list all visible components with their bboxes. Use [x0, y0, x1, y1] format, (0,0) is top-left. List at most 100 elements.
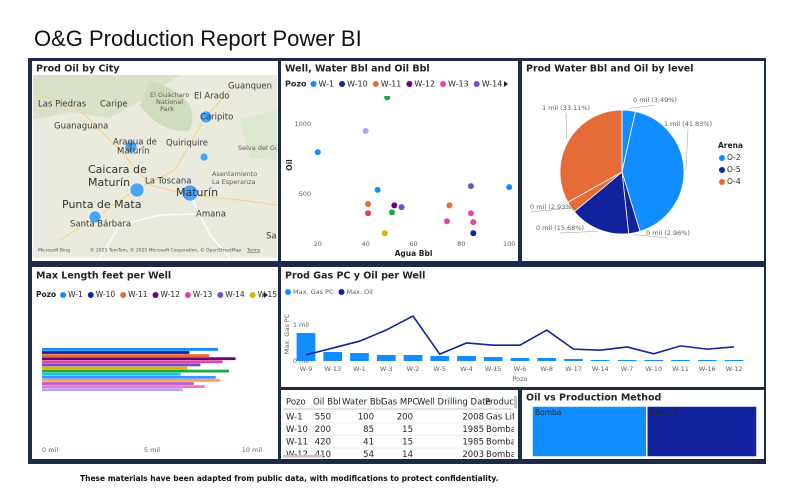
scatter-point[interactable] — [467, 183, 474, 190]
treemap-tile[interactable] — [646, 405, 758, 458]
table-cell: 550 — [315, 413, 331, 423]
legend-label: O-5 — [727, 165, 741, 174]
x-tick-label: 20 — [314, 240, 322, 248]
bar[interactable] — [430, 355, 450, 361]
map-city-label: Las Piedras — [38, 100, 87, 110]
scatter-point[interactable] — [374, 186, 381, 193]
bar[interactable] — [403, 354, 423, 361]
table-cell: 1985 — [462, 425, 484, 435]
scatter-point[interactable] — [446, 202, 453, 209]
bar[interactable] — [42, 372, 181, 376]
bar[interactable] — [724, 359, 744, 361]
table-cell: W-12 — [286, 450, 308, 460]
map-terms[interactable]: Terms — [246, 248, 261, 254]
scatter-point[interactable] — [365, 210, 372, 217]
pie-slice[interactable] — [559, 109, 623, 203]
legend-marker — [719, 167, 725, 173]
panel-title: Prod Water Bbl and Oil by level — [526, 64, 693, 75]
x-tick-label: W-7 — [621, 365, 634, 373]
table-cell: Gas Lift — [486, 413, 519, 423]
table-cell: 100 — [358, 413, 374, 423]
bar[interactable] — [42, 366, 188, 370]
table-cell: W-10 — [286, 425, 308, 435]
scrollbar[interactable] — [283, 455, 323, 458]
column-header: Well Drilling Date — [417, 398, 491, 408]
map-bubble[interactable] — [88, 210, 102, 224]
bar[interactable] — [617, 359, 637, 361]
x-tick-label: W-5 — [433, 365, 446, 373]
legend-label: W-14 — [225, 290, 245, 299]
bar[interactable] — [42, 379, 221, 382]
bar[interactable] — [296, 332, 316, 361]
bar[interactable] — [323, 352, 343, 361]
bar[interactable] — [42, 375, 216, 379]
bar[interactable] — [42, 360, 223, 364]
map-bubble[interactable] — [129, 182, 145, 198]
map-bubble[interactable] — [199, 152, 209, 162]
table-cell: Bomba — [486, 438, 516, 448]
map-base — [33, 75, 277, 258]
scatter-point[interactable] — [314, 149, 321, 156]
bar[interactable] — [510, 358, 530, 361]
bar[interactable] — [350, 353, 369, 361]
map-city-label: Aragua de — [113, 138, 157, 148]
bar[interactable] — [590, 359, 610, 361]
map-road — [99, 213, 201, 258]
scatter-point[interactable] — [506, 184, 513, 191]
bar[interactable] — [42, 385, 205, 388]
bar[interactable] — [671, 359, 690, 361]
legend-title: Arena — [718, 141, 743, 150]
legend-label: W-11 — [128, 290, 148, 299]
scatter-point[interactable] — [470, 219, 477, 226]
map-bubble[interactable] — [199, 110, 213, 124]
bar[interactable] — [697, 359, 717, 361]
legend-title: Pozo — [36, 290, 56, 299]
panel-title: Oil vs Production Method — [526, 393, 661, 404]
map-city-label: National — [156, 98, 183, 106]
bar[interactable] — [537, 358, 557, 361]
bar[interactable] — [457, 355, 476, 361]
scatter-point[interactable] — [388, 209, 395, 216]
pie-slice[interactable] — [621, 111, 685, 232]
treemap-tile[interactable] — [531, 405, 648, 458]
x-tick-label: W-6 — [514, 365, 527, 373]
bar[interactable] — [644, 359, 664, 361]
scatter-point[interactable] — [444, 218, 450, 225]
scatter-point[interactable] — [470, 230, 477, 237]
bar[interactable] — [564, 358, 583, 361]
scatter-point[interactable] — [365, 200, 372, 207]
scatter-point[interactable] — [398, 204, 405, 211]
legend-marker — [406, 81, 413, 87]
x-tick-label: 10 mil — [242, 446, 262, 454]
legend-scroll-arrow[interactable] — [504, 81, 508, 87]
legend-scroll-arrow[interactable] — [264, 292, 268, 298]
legend-label: W-14 — [482, 80, 503, 89]
table-cell: Bomba — [486, 425, 516, 435]
leader-line — [628, 104, 656, 109]
bar[interactable] — [483, 357, 503, 361]
tile-label: Gas Lift — [650, 408, 678, 417]
map-road — [39, 94, 277, 206]
panel — [281, 61, 518, 261]
scatter-point[interactable] — [391, 202, 398, 209]
bar[interactable] — [42, 348, 218, 351]
map-bubble[interactable] — [124, 140, 138, 154]
bar[interactable] — [42, 369, 229, 373]
bar[interactable] — [42, 382, 194, 385]
scatter-point[interactable] — [384, 94, 391, 101]
map-city-label: La Esperanza — [212, 178, 255, 186]
y-tick-label: 500 — [299, 190, 311, 198]
scrollbar[interactable] — [514, 396, 517, 408]
bar[interactable] — [42, 357, 236, 361]
scatter-point[interactable] — [467, 210, 474, 217]
scatter-point[interactable] — [362, 128, 369, 135]
map-bubble[interactable] — [181, 184, 199, 202]
pie-slice[interactable] — [573, 171, 630, 235]
scatter-point[interactable] — [381, 230, 388, 237]
bar[interactable] — [42, 363, 201, 367]
bar[interactable] — [42, 354, 210, 357]
legend-marker — [60, 292, 67, 298]
bar[interactable] — [42, 388, 183, 392]
bar[interactable] — [376, 354, 396, 361]
bar[interactable] — [42, 351, 190, 354]
